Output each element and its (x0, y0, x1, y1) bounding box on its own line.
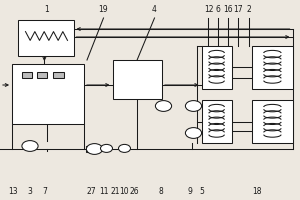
Bar (252, 46, 292, 89)
Circle shape (100, 144, 112, 152)
Circle shape (86, 144, 103, 154)
Text: 26: 26 (130, 187, 139, 196)
Text: 21: 21 (111, 187, 120, 196)
Text: 3: 3 (27, 187, 32, 196)
Text: 10: 10 (120, 187, 129, 196)
Text: 9: 9 (187, 187, 192, 196)
Bar (12, 64, 84, 124)
Bar (18, 20, 74, 56)
Bar (252, 100, 292, 143)
Text: 16: 16 (223, 4, 233, 14)
Text: 1: 1 (44, 4, 49, 14)
Text: 27: 27 (87, 187, 96, 196)
Text: 7: 7 (42, 187, 47, 196)
Text: 8: 8 (158, 187, 163, 196)
Circle shape (185, 128, 202, 138)
Circle shape (155, 101, 172, 111)
Text: 13: 13 (9, 187, 18, 196)
Text: 17: 17 (233, 4, 243, 14)
Circle shape (22, 141, 38, 151)
Circle shape (118, 144, 130, 152)
Bar (37, 72, 47, 78)
Circle shape (185, 101, 202, 111)
Bar (202, 100, 232, 143)
Bar (112, 60, 162, 99)
Text: 19: 19 (99, 4, 108, 14)
Text: 5: 5 (199, 187, 204, 196)
Text: 18: 18 (253, 187, 262, 196)
Text: 12: 12 (204, 4, 213, 14)
Bar (86, 146, 98, 152)
Bar (53, 72, 64, 78)
Text: 2: 2 (247, 4, 251, 14)
Text: 4: 4 (152, 4, 157, 14)
Bar (202, 46, 232, 89)
Text: 11: 11 (99, 187, 108, 196)
Bar (22, 72, 32, 78)
Text: 6: 6 (216, 4, 220, 14)
